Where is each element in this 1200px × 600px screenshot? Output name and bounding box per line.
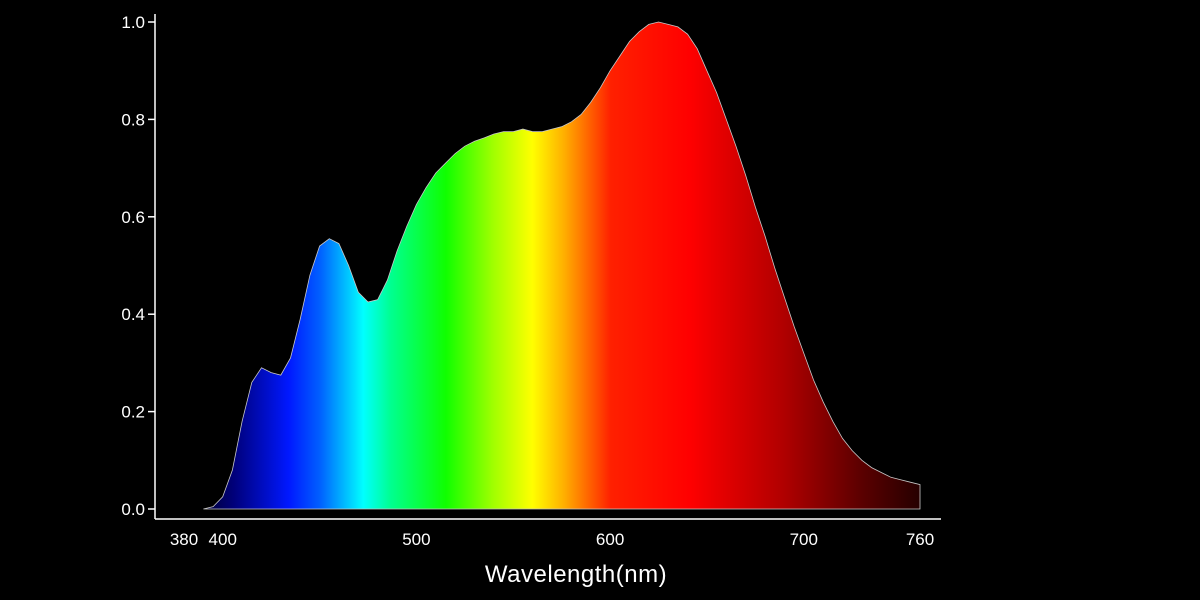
- y-tick-label: 0.4: [121, 305, 145, 324]
- y-tick-label: 0.6: [121, 208, 145, 227]
- y-axis-ticks: 0.0 0.2 0.4 0.6 0.8 1.0: [121, 13, 155, 519]
- y-tick-label: 0.0: [121, 500, 145, 519]
- x-tick-label: 400: [209, 530, 237, 549]
- y-tick-label: 0.8: [121, 110, 145, 129]
- x-tick-label: 700: [790, 530, 818, 549]
- x-tick-label: 500: [402, 530, 430, 549]
- x-tick-label: 600: [596, 530, 624, 549]
- x-axis-ticks: 380 400 500 600 700 760: [170, 530, 934, 549]
- x-tick-label: 760: [906, 530, 934, 549]
- x-tick-label: 380: [170, 530, 198, 549]
- spectrum-area: [203, 21, 921, 510]
- y-tick-label: 1.0: [121, 13, 145, 32]
- x-axis-title: Wavelength(nm): [485, 561, 667, 588]
- y-tick-label: 0.2: [121, 403, 145, 422]
